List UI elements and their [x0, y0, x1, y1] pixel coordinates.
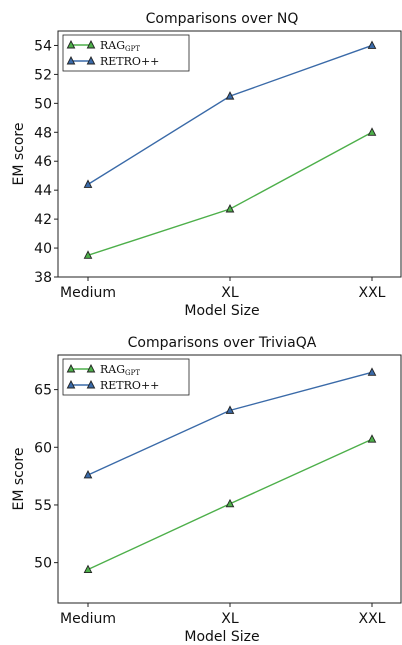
x-tick-label: XL — [221, 611, 239, 627]
x-tick-label: XXL — [359, 611, 386, 627]
legend-box — [62, 34, 190, 72]
legend-swatch-marker — [86, 56, 96, 65]
data-point — [225, 204, 235, 213]
legend-series-name: RETRO++ — [100, 379, 159, 392]
data-point — [83, 179, 93, 188]
x-tick-label: XL — [221, 285, 239, 301]
legend-box — [62, 358, 190, 396]
legend-series-subscript: GPT — [125, 45, 140, 53]
legend-swatch-marker — [66, 380, 76, 389]
y-tick-label: 50 — [34, 96, 52, 112]
y-tick-label: 50 — [34, 556, 52, 572]
y-tick-label: 42 — [34, 212, 52, 228]
legend-swatch-marker — [86, 380, 96, 389]
y-tick-label: 52 — [34, 67, 52, 83]
legend-series-name: RETRO++ — [100, 55, 159, 68]
data-point — [83, 469, 93, 479]
x-tick-label: Medium — [60, 285, 116, 301]
y-tick-label: 60 — [34, 440, 52, 456]
legend-label: RETRO++ — [100, 379, 159, 392]
legend-label: RETRO++ — [100, 55, 159, 68]
x-axis-label: Model Size — [184, 303, 259, 319]
legend-series-subscript: GPT — [125, 369, 140, 377]
y-tick-label: 54 — [34, 38, 52, 54]
y-tick-label: 48 — [34, 125, 52, 141]
legend-swatch-marker — [66, 56, 76, 65]
legend-series-name: RAG — [100, 363, 125, 376]
data-point — [225, 405, 235, 414]
y-tick-label: 55 — [34, 498, 52, 514]
data-point — [83, 564, 93, 573]
y-axis-label: EM score — [11, 448, 27, 511]
y-tick-label: 44 — [34, 183, 52, 199]
data-point — [367, 127, 377, 136]
y-tick-label: 38 — [34, 270, 52, 286]
series-line — [87, 131, 373, 256]
legend-label: RAGGPT — [100, 39, 140, 53]
x-axis-label: Model Size — [184, 629, 259, 645]
x-tick-label: XXL — [359, 285, 386, 301]
legend-swatch-marker — [86, 364, 96, 373]
data-point — [225, 91, 235, 100]
y-tick-label: 65 — [34, 383, 52, 399]
data-point — [83, 250, 93, 259]
legend-swatch-marker — [66, 364, 76, 373]
legend-swatch-marker — [86, 40, 96, 49]
y-axis-label: EM score — [11, 123, 27, 186]
y-tick-label: 46 — [34, 154, 52, 170]
chart-title: Comparisons over TriviaQA — [128, 335, 317, 351]
chart-title: Comparisons over NQ — [146, 11, 299, 27]
legend-swatch-marker — [66, 40, 76, 49]
x-tick-label: Medium — [60, 611, 116, 627]
data-point — [367, 434, 377, 443]
data-point — [367, 40, 377, 49]
legend-series-name: RAG — [100, 39, 125, 52]
data-point — [225, 498, 235, 508]
y-tick-label: 40 — [34, 241, 52, 257]
data-point — [367, 367, 377, 376]
legend-label: RAGGPT — [100, 363, 140, 377]
